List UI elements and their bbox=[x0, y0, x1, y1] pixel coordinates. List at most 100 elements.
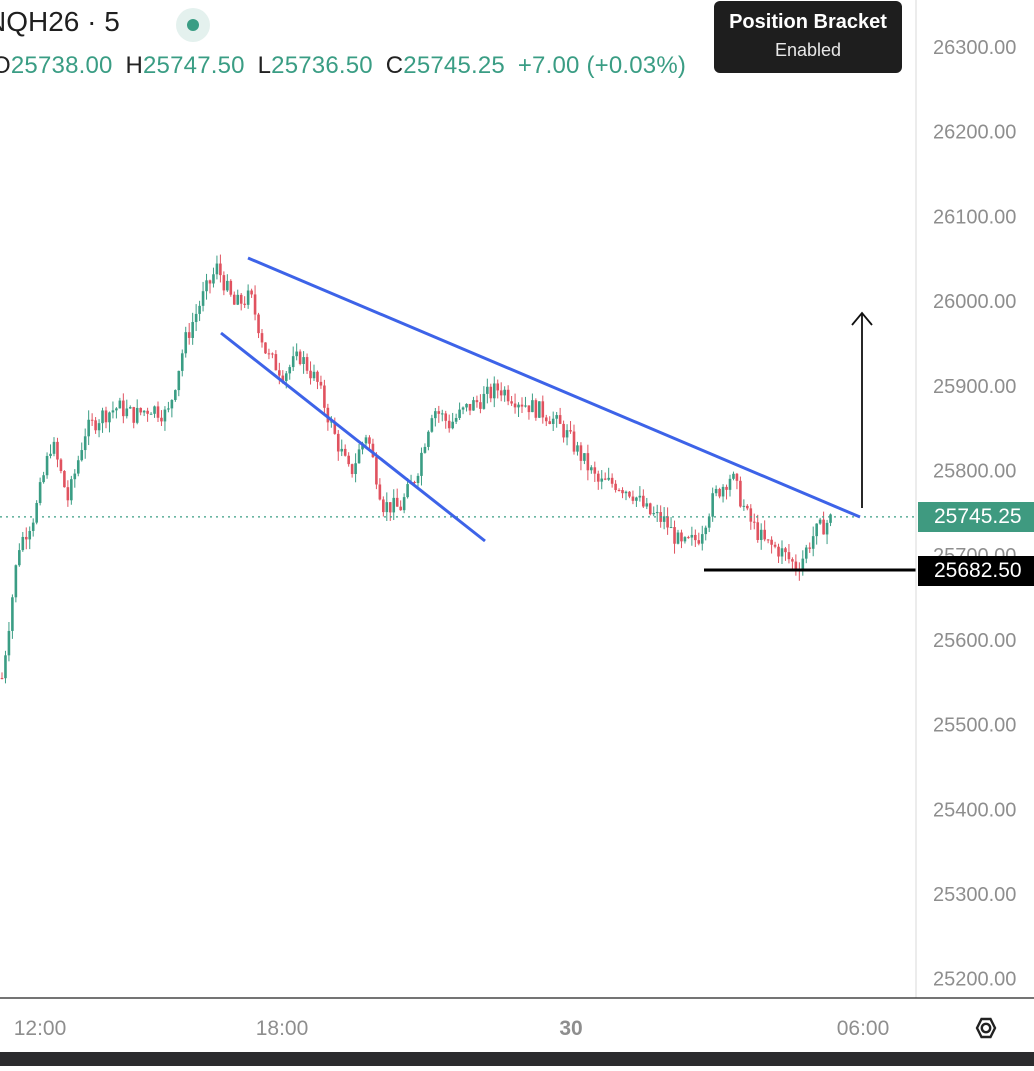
settings-icon[interactable] bbox=[968, 1012, 1004, 1044]
candle-body bbox=[413, 481, 416, 484]
price-tick-label: 25600.00 bbox=[933, 630, 1016, 652]
candle-body bbox=[385, 502, 389, 513]
candle-body bbox=[163, 409, 167, 422]
candle-body bbox=[250, 290, 253, 295]
candle-body bbox=[811, 536, 815, 549]
candle-body bbox=[229, 280, 233, 295]
time-axis[interactable]: 12:00 18:00 30 06:00 bbox=[0, 997, 1034, 1040]
candle-body bbox=[354, 463, 357, 475]
candle-body bbox=[146, 410, 149, 414]
candle-body bbox=[749, 508, 753, 522]
candle-body bbox=[607, 477, 610, 480]
candle-body bbox=[170, 399, 174, 409]
low-label: L bbox=[257, 52, 272, 79]
candle-body bbox=[219, 263, 222, 276]
candle-body bbox=[319, 381, 323, 386]
candle-body bbox=[825, 522, 829, 535]
price-tick-label: 25800.00 bbox=[933, 461, 1016, 483]
candle-body bbox=[187, 332, 191, 338]
candle-body bbox=[784, 548, 787, 553]
upper-trendline bbox=[247, 256, 861, 519]
candle-body bbox=[614, 483, 617, 490]
candle-body bbox=[603, 478, 607, 480]
candle-body bbox=[694, 534, 697, 541]
candle-body bbox=[503, 389, 506, 396]
candle-body bbox=[212, 274, 215, 284]
candle-body bbox=[576, 445, 579, 452]
candle-body bbox=[330, 421, 333, 423]
open-label: O bbox=[0, 52, 11, 79]
candle-body bbox=[180, 353, 184, 371]
candle-body bbox=[201, 291, 205, 306]
candle-body bbox=[673, 527, 676, 544]
candle-body bbox=[191, 322, 194, 338]
close-label: C bbox=[385, 52, 404, 79]
candle-body bbox=[465, 403, 468, 408]
candle-body bbox=[45, 455, 49, 476]
candle-body bbox=[707, 516, 711, 528]
candle-body bbox=[700, 534, 704, 544]
candle-body bbox=[766, 539, 770, 541]
price-tick-label: 26200.00 bbox=[933, 122, 1016, 144]
time-tick-label: 12:00 bbox=[14, 1017, 67, 1040]
candle-body bbox=[430, 418, 434, 432]
candle-body bbox=[11, 597, 14, 631]
candles-group bbox=[0, 254, 832, 684]
candle-body bbox=[395, 497, 399, 507]
candle-body bbox=[551, 418, 555, 424]
candle-body bbox=[690, 534, 694, 538]
candle-body bbox=[135, 407, 139, 423]
candle-body bbox=[4, 655, 7, 679]
candle-body bbox=[167, 408, 170, 410]
candle-body bbox=[70, 479, 73, 501]
candle-body bbox=[631, 496, 635, 501]
candle-body bbox=[205, 280, 208, 292]
candle-body bbox=[284, 373, 288, 381]
candle-body bbox=[596, 473, 600, 482]
candle-body bbox=[347, 455, 350, 465]
candle-body bbox=[111, 410, 115, 413]
candle-body bbox=[732, 473, 735, 479]
change-value: +7.00 (+0.03%) bbox=[517, 52, 687, 79]
candle-body bbox=[118, 400, 122, 409]
candle-body bbox=[669, 527, 673, 529]
candle-body bbox=[333, 421, 337, 434]
candle-body bbox=[468, 403, 472, 411]
candle-body bbox=[444, 413, 448, 421]
candle-body bbox=[714, 488, 718, 494]
candle-body bbox=[90, 419, 94, 421]
candle-body bbox=[399, 506, 402, 511]
candle-body bbox=[628, 491, 631, 497]
candle-body bbox=[565, 430, 569, 438]
candle-body bbox=[375, 457, 378, 485]
candle-body bbox=[829, 514, 832, 523]
time-tick-label: 06:00 bbox=[837, 1017, 890, 1040]
candle-body bbox=[312, 371, 316, 379]
symbol-title[interactable]: NQH26 · 5 bbox=[0, 6, 120, 38]
candle-body bbox=[7, 630, 11, 656]
candle-body bbox=[683, 537, 687, 542]
candle-body bbox=[440, 413, 444, 415]
candle-body bbox=[194, 313, 198, 323]
level-price-tag[interactable]: 25682.50 bbox=[918, 556, 1034, 586]
candle-body bbox=[278, 370, 281, 376]
candle-body bbox=[281, 375, 285, 381]
candle-body bbox=[461, 407, 465, 410]
price-axis[interactable]: 26300.00 26200.00 26100.00 26000.00 25900.00… bbox=[915, 0, 1016, 998]
candle-body bbox=[489, 386, 493, 399]
candle-body bbox=[558, 415, 562, 424]
candle-body bbox=[534, 400, 538, 418]
candle-body bbox=[139, 407, 142, 413]
candle-body bbox=[35, 503, 38, 523]
candle-body bbox=[458, 409, 461, 418]
candle-body bbox=[513, 403, 517, 408]
last-price-tag[interactable]: 25745.25 bbox=[918, 502, 1034, 532]
candle-body bbox=[610, 477, 614, 484]
candle-body bbox=[149, 413, 153, 415]
candle-body bbox=[447, 420, 451, 429]
candle-body bbox=[517, 404, 520, 408]
candle-body bbox=[382, 499, 385, 513]
candle-body bbox=[350, 464, 354, 475]
